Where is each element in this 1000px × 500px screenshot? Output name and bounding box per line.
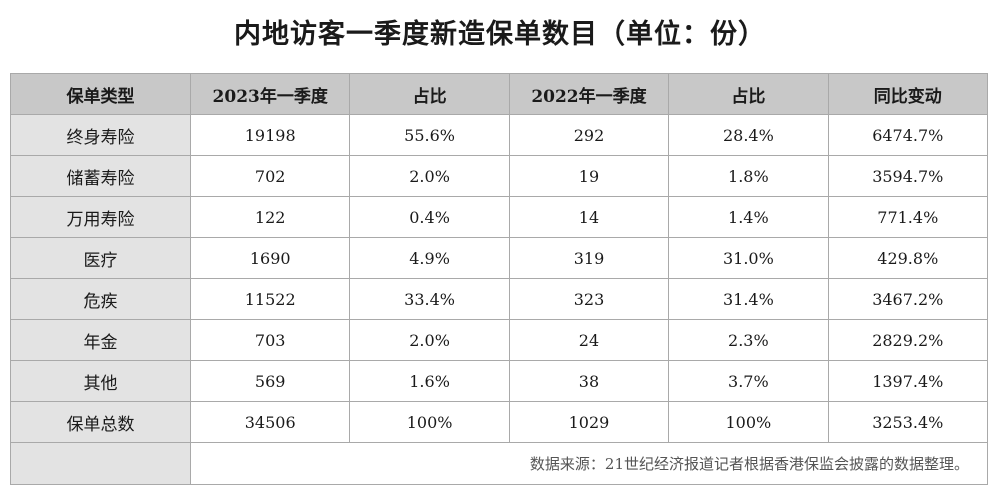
- header-cell: 2023年一季度: [189, 73, 351, 115]
- row-label-cell: 年金: [10, 319, 191, 361]
- header-cell: 2022年一季度: [508, 73, 670, 115]
- row-label-cell: 其他: [10, 360, 191, 402]
- row-label-cell: 储蓄寿险: [10, 155, 191, 197]
- value-cell: 2.0%: [349, 155, 510, 197]
- table-row: 保单总数 34506 100% 1029 100% 3253.4%: [10, 401, 989, 443]
- value-cell: 24: [508, 319, 670, 361]
- value-cell: 1690: [189, 237, 351, 279]
- value-cell: 100%: [668, 401, 829, 443]
- table-title: 内地访客一季度新造保单数目（单位：份）: [234, 19, 766, 50]
- value-cell: 2829.2%: [827, 319, 989, 361]
- value-cell: 11522: [189, 278, 351, 320]
- value-cell: 1397.4%: [827, 360, 989, 402]
- row-label-cell: 万用寿险: [10, 196, 191, 238]
- value-cell: 569: [189, 360, 351, 402]
- value-cell: 4.9%: [349, 237, 510, 279]
- source-row: 数据来源：21世纪经济报道记者根据香港保监会披露的数据整理。: [10, 442, 988, 485]
- value-cell: 0.4%: [349, 196, 510, 238]
- value-cell: 1.8%: [668, 155, 829, 197]
- value-cell: 55.6%: [349, 114, 510, 156]
- value-cell: 3.7%: [668, 360, 829, 402]
- value-cell: 2.3%: [668, 319, 829, 361]
- header-cell: 占比: [668, 73, 829, 115]
- row-label-cell: 保单总数: [10, 401, 191, 443]
- value-cell: 1029: [508, 401, 670, 443]
- value-cell: 100%: [349, 401, 510, 443]
- value-cell: 3594.7%: [827, 155, 989, 197]
- row-label-cell: 医疗: [10, 237, 191, 279]
- table-row: 储蓄寿险 702 2.0% 19 1.8% 3594.7%: [10, 155, 989, 197]
- source-note: 数据来源：21世纪经济报道记者根据香港保监会披露的数据整理。: [190, 442, 988, 485]
- value-cell: 3253.4%: [827, 401, 989, 443]
- header-cell: 保单类型: [10, 73, 191, 115]
- row-label-cell: 危疾: [10, 278, 191, 320]
- value-cell: 38: [508, 360, 670, 402]
- value-cell: 2.0%: [349, 319, 510, 361]
- value-cell: 19: [508, 155, 670, 197]
- value-cell: 28.4%: [668, 114, 829, 156]
- value-cell: 1.4%: [668, 196, 829, 238]
- header-cell: 同比变动: [827, 73, 989, 115]
- table-row: 其他 569 1.6% 38 3.7% 1397.4%: [10, 360, 989, 402]
- row-label-cell: 终身寿险: [10, 114, 191, 156]
- value-cell: 31.4%: [668, 278, 829, 320]
- header-row: 保单类型 2023年一季度 占比 2022年一季度 占比 同比变动: [10, 73, 989, 115]
- value-cell: 319: [508, 237, 670, 279]
- data-table: 保单类型 2023年一季度 占比 2022年一季度 占比 同比变动 终身寿险 19…: [10, 73, 989, 485]
- table-row: 年金 703 2.0% 24 2.3% 2829.2%: [10, 319, 989, 361]
- table-row: 医疗 1690 4.9% 319 31.0% 429.8%: [10, 237, 989, 279]
- value-cell: 122: [189, 196, 351, 238]
- value-cell: 292: [508, 114, 670, 156]
- table-row: 危疾 11522 33.4% 323 31.4% 3467.2%: [10, 278, 989, 320]
- value-cell: 323: [508, 278, 670, 320]
- value-cell: 31.0%: [668, 237, 829, 279]
- value-cell: 19198: [189, 114, 351, 156]
- value-cell: 771.4%: [827, 196, 989, 238]
- value-cell: 429.8%: [827, 237, 989, 279]
- value-cell: 702: [189, 155, 351, 197]
- header-cell: 占比: [349, 73, 510, 115]
- value-cell: 3467.2%: [827, 278, 989, 320]
- value-cell: 1.6%: [349, 360, 510, 402]
- value-cell: 33.4%: [349, 278, 510, 320]
- value-cell: 6474.7%: [827, 114, 989, 156]
- table-row: 万用寿险 122 0.4% 14 1.4% 771.4%: [10, 196, 989, 238]
- source-row-spacer: [10, 442, 191, 485]
- value-cell: 14: [508, 196, 670, 238]
- table-row: 终身寿险 19198 55.6% 292 28.4% 6474.7%: [10, 114, 989, 156]
- value-cell: 703: [189, 319, 351, 361]
- value-cell: 34506: [189, 401, 351, 443]
